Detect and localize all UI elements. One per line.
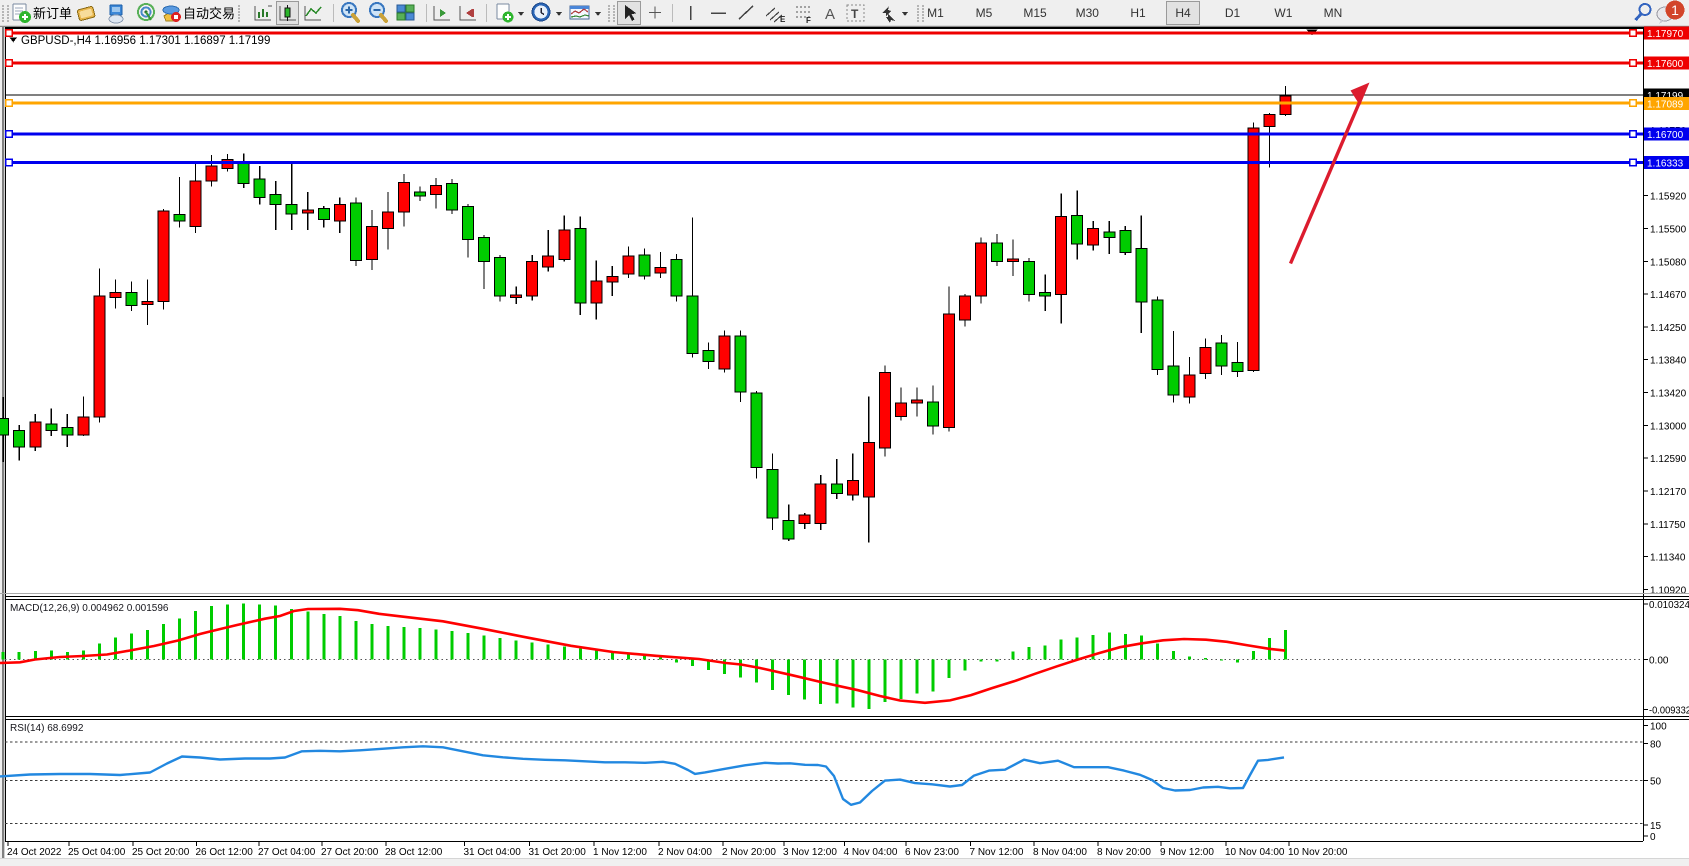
svg-text:1.15500: 1.15500 — [1650, 225, 1687, 236]
svg-text:1.16700: 1.16700 — [1647, 130, 1684, 141]
svg-text:1.17600: 1.17600 — [1647, 59, 1684, 70]
svg-text:D1: D1 — [1225, 6, 1241, 20]
svg-text:H4: H4 — [1175, 6, 1191, 20]
svg-text:6 Nov 23:00: 6 Nov 23:00 — [905, 847, 959, 858]
svg-text:31 Oct 20:00: 31 Oct 20:00 — [529, 847, 587, 858]
svg-text:E: E — [780, 15, 786, 24]
svg-text:RSI(14) 68.6992: RSI(14) 68.6992 — [10, 723, 84, 734]
svg-text:9 Nov 12:00: 9 Nov 12:00 — [1160, 847, 1214, 858]
svg-text:1.17199: 1.17199 — [1647, 91, 1684, 102]
svg-text:M5: M5 — [976, 6, 993, 20]
svg-text:MN: MN — [1324, 6, 1343, 20]
svg-text:1.14670: 1.14670 — [1650, 290, 1687, 301]
svg-text:1.11340: 1.11340 — [1650, 552, 1686, 563]
svg-text:10 Nov 20:00: 10 Nov 20:00 — [1288, 847, 1348, 858]
svg-text:自动交易: 自动交易 — [183, 6, 235, 21]
svg-text:T: T — [851, 7, 859, 21]
svg-text:1: 1 — [1671, 2, 1679, 18]
svg-text:1.14250: 1.14250 — [1650, 323, 1687, 334]
svg-text:28 Oct 12:00: 28 Oct 12:00 — [385, 847, 443, 858]
svg-text:1.15080: 1.15080 — [1650, 258, 1687, 269]
svg-text:W1: W1 — [1274, 6, 1292, 20]
svg-text:10 Nov 04:00: 10 Nov 04:00 — [1225, 847, 1285, 858]
svg-text:25 Oct 04:00: 25 Oct 04:00 — [68, 847, 126, 858]
svg-text:80: 80 — [1650, 740, 1662, 751]
svg-text:15: 15 — [1650, 821, 1662, 832]
svg-text:1.13420: 1.13420 — [1650, 389, 1687, 400]
svg-text:1 Nov 12:00: 1 Nov 12:00 — [593, 847, 647, 858]
svg-text:0.010324: 0.010324 — [1649, 600, 1689, 611]
svg-text:GBPUSD-,H4 1.16956 1.17301 1.: GBPUSD-,H4 1.16956 1.17301 1.16897 1.171… — [21, 35, 270, 47]
svg-text:27 Oct 04:00: 27 Oct 04:00 — [258, 847, 316, 858]
svg-text:100: 100 — [1650, 721, 1667, 732]
svg-text:26 Oct 12:00: 26 Oct 12:00 — [196, 847, 254, 858]
svg-text:M30: M30 — [1076, 6, 1100, 20]
svg-text:1.15920: 1.15920 — [1650, 192, 1687, 203]
svg-text:H1: H1 — [1130, 6, 1146, 20]
svg-text:1.13000: 1.13000 — [1650, 422, 1687, 433]
svg-text:8 Nov 20:00: 8 Nov 20:00 — [1097, 847, 1151, 858]
svg-text:0: 0 — [1650, 832, 1656, 843]
svg-text:1.13840: 1.13840 — [1650, 355, 1687, 366]
svg-text:4 Nov 04:00: 4 Nov 04:00 — [844, 847, 898, 858]
svg-text:8 Nov 04:00: 8 Nov 04:00 — [1033, 847, 1087, 858]
svg-text:25 Oct 20:00: 25 Oct 20:00 — [132, 847, 190, 858]
svg-text:0.00: 0.00 — [1649, 656, 1669, 667]
svg-text:F: F — [806, 16, 811, 25]
svg-text:A: A — [825, 6, 835, 23]
svg-text:1.16333: 1.16333 — [1647, 159, 1684, 170]
svg-text:-0.009332: -0.009332 — [1649, 706, 1689, 717]
svg-text:2 Nov 20:00: 2 Nov 20:00 — [722, 847, 776, 858]
svg-text:1.17089: 1.17089 — [1647, 100, 1684, 111]
svg-text:50: 50 — [1650, 777, 1662, 788]
svg-text:27 Oct 20:00: 27 Oct 20:00 — [321, 847, 379, 858]
svg-text:M1: M1 — [927, 6, 944, 20]
svg-text:1.17970: 1.17970 — [1647, 29, 1684, 40]
svg-text:1.10920: 1.10920 — [1650, 586, 1687, 597]
svg-text:新订单: 新订单 — [33, 6, 72, 21]
svg-text:3 Nov 12:00: 3 Nov 12:00 — [783, 847, 837, 858]
svg-text:31 Oct 04:00: 31 Oct 04:00 — [464, 847, 522, 858]
svg-text:2 Nov 04:00: 2 Nov 04:00 — [658, 847, 712, 858]
svg-text:1.12170: 1.12170 — [1650, 487, 1687, 498]
svg-text:1.11750: 1.11750 — [1650, 520, 1686, 531]
svg-text:7 Nov 12:00: 7 Nov 12:00 — [970, 847, 1024, 858]
svg-text:1.12590: 1.12590 — [1650, 454, 1687, 465]
svg-text:MACD(12,26,9) 0.004962 0.00159: MACD(12,26,9) 0.004962 0.001596 — [10, 603, 169, 614]
svg-text:M15: M15 — [1023, 6, 1047, 20]
svg-text:24 Oct 2022: 24 Oct 2022 — [7, 847, 62, 858]
